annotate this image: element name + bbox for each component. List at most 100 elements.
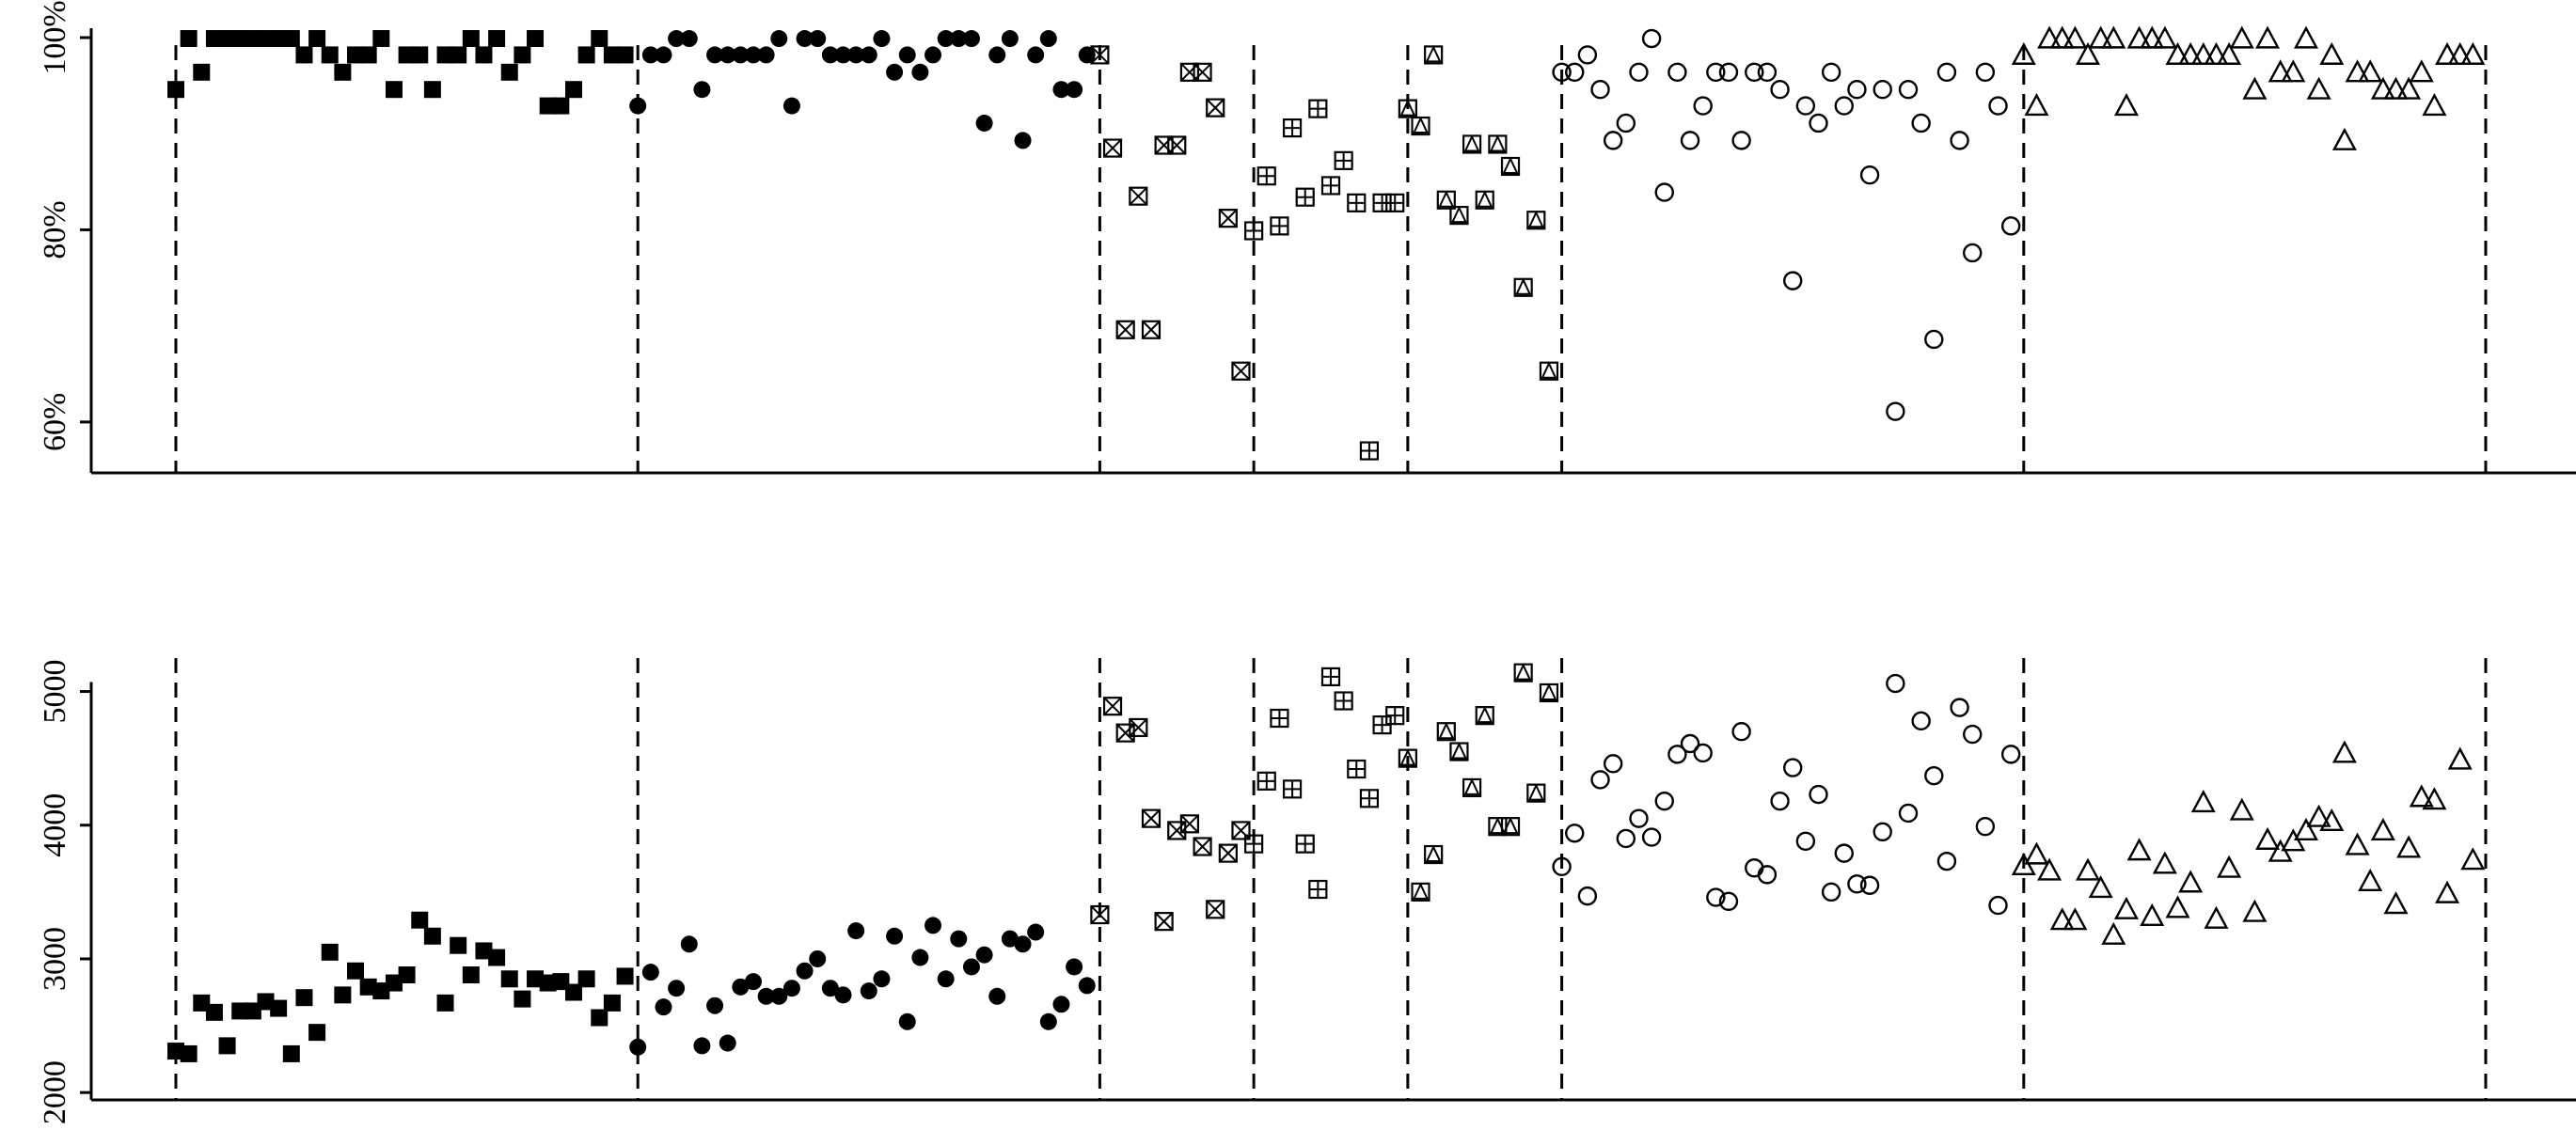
data-point [2062, 25, 2088, 49]
data-point [1680, 131, 1700, 150]
data-point [1641, 827, 1662, 847]
data-point [1334, 150, 1353, 170]
data-point [1770, 791, 1790, 811]
data-point [1179, 62, 1200, 82]
data-point [629, 97, 647, 115]
data-point [668, 980, 686, 997]
data-point [860, 46, 877, 64]
data-point [527, 970, 545, 988]
data-point [732, 46, 750, 64]
data-point [167, 1043, 184, 1060]
data-point [475, 942, 493, 960]
data-point [988, 46, 1006, 64]
data-point [2217, 41, 2242, 65]
data-point [2229, 797, 2254, 821]
data-point [1154, 912, 1174, 932]
data-point [2255, 826, 2281, 850]
data-point [2049, 25, 2075, 49]
data-point [1424, 45, 1444, 65]
data-point [988, 987, 1006, 1005]
data-point [411, 911, 429, 929]
data-point [693, 1037, 711, 1055]
data-point [2409, 59, 2434, 83]
data-point [1218, 209, 1238, 228]
data-point [359, 46, 377, 64]
data-point [359, 978, 377, 996]
data-point [1167, 821, 1187, 840]
data-point [270, 999, 288, 1017]
data-point [1526, 783, 1546, 803]
data-point [1102, 138, 1123, 158]
data-point [1066, 81, 1083, 99]
data-point [1385, 193, 1405, 212]
data-point [1449, 205, 1469, 226]
data-point [2011, 41, 2036, 65]
data-point [1001, 930, 1019, 948]
data-point [1745, 858, 1764, 878]
data-point [2000, 745, 2021, 764]
data-point [1616, 113, 1636, 133]
data-point [655, 998, 672, 1016]
data-point [1115, 320, 1135, 339]
data-point [847, 46, 865, 64]
data-point [1282, 779, 1303, 799]
data-point [2370, 817, 2395, 840]
data-point [1898, 803, 1919, 824]
data-point [1500, 816, 1521, 837]
data-point [1129, 717, 1148, 738]
series-square-triangle [1398, 663, 1559, 902]
data-point [782, 980, 800, 997]
data-point [2229, 25, 2254, 49]
data-point [1782, 271, 1803, 290]
series-open-circle [1552, 28, 2021, 421]
data-point [257, 993, 275, 1011]
data-point [372, 982, 390, 1000]
data-point [2126, 838, 2152, 861]
data-point [1462, 134, 1482, 154]
data-point [1449, 742, 1469, 761]
data-point [347, 46, 365, 64]
data-point [2281, 828, 2306, 852]
data-point [2178, 41, 2204, 65]
data-point [1641, 28, 1662, 49]
data-point [552, 97, 570, 115]
data-point [1706, 62, 1726, 83]
data-point [2281, 59, 2306, 83]
data-point [873, 30, 891, 48]
data-point [616, 967, 634, 985]
data-point [1179, 814, 1200, 834]
data-point [1244, 221, 1264, 241]
data-point [1629, 62, 1649, 83]
data-point [1603, 754, 1623, 774]
data-point [1782, 758, 1803, 777]
data-point [1090, 904, 1110, 925]
data-point [1552, 856, 1572, 877]
data-point [2140, 25, 2165, 49]
data-point [1078, 977, 1096, 995]
data-point [1886, 401, 1905, 421]
series-open-triangle [2011, 740, 2486, 945]
data-point [411, 46, 429, 64]
data-point [1795, 96, 1816, 116]
data-point [1757, 62, 1778, 83]
data-point [2358, 868, 2383, 892]
data-point [1308, 99, 1328, 118]
data-point [2293, 817, 2318, 840]
data-point [1411, 882, 1430, 902]
data-point [2242, 899, 2268, 922]
data-point [1039, 30, 1057, 48]
data-point [1320, 667, 1341, 687]
data-point [2447, 746, 2473, 770]
data-point [745, 973, 762, 991]
data-point [1539, 361, 1559, 381]
data-point [2422, 787, 2447, 810]
data-point [295, 46, 313, 64]
data-point [2358, 59, 2383, 83]
data-point [2268, 59, 2293, 83]
data-point [1847, 79, 1867, 100]
y-tick-label: 80% [38, 200, 72, 259]
data-point [925, 917, 942, 934]
data-point [1731, 722, 1751, 742]
data-point [2383, 891, 2409, 915]
data-point [488, 30, 506, 48]
